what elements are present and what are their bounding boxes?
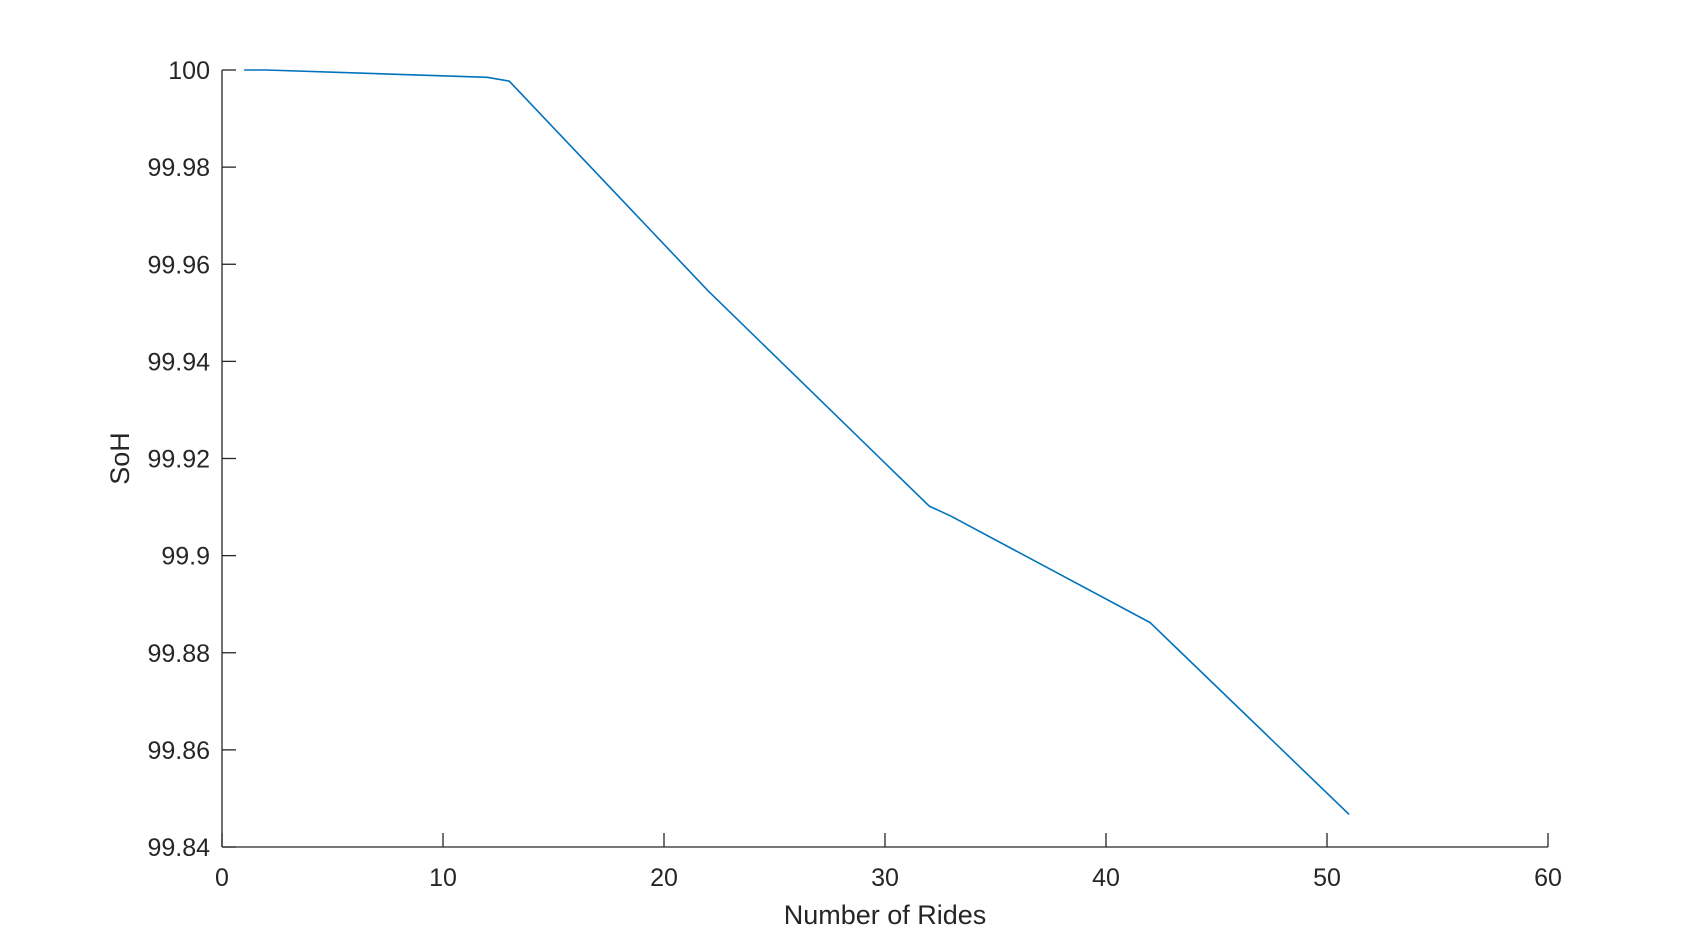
y-axis-label: SoH <box>105 432 135 485</box>
x-tick-label: 20 <box>650 864 678 892</box>
x-tick-label: 40 <box>1092 864 1120 892</box>
series-layer <box>244 69 1350 816</box>
y-tick-label: 99.86 <box>147 737 210 765</box>
x-tick-label: 50 <box>1313 864 1341 892</box>
y-tick-label: 99.94 <box>147 348 210 376</box>
y-ticks: 99.84 99.86 99.88 99.9 99.92 99.94 99.96 99.98 1… <box>147 57 236 862</box>
x-ticks: 0 10 20 30 40 50 60 <box>215 833 1562 892</box>
y-tick-label: 99.92 <box>147 446 210 474</box>
y-tick-label: 100 <box>168 57 210 85</box>
y-tick-label: 99.88 <box>147 640 210 668</box>
x-tick-label: 10 <box>429 864 457 892</box>
axes <box>221 70 1548 848</box>
y-tick-label: 99.9 <box>161 543 210 571</box>
y-tick-label: 99.84 <box>147 834 210 862</box>
series-line <box>244 69 1350 816</box>
x-tick-label: 60 <box>1534 864 1562 892</box>
x-axis-label: Number of Rides <box>784 900 987 930</box>
x-tick-label: 30 <box>871 864 899 892</box>
x-tick-label: 0 <box>215 864 229 892</box>
y-tick-label: 99.98 <box>147 154 210 182</box>
y-tick-label: 99.96 <box>147 251 210 279</box>
